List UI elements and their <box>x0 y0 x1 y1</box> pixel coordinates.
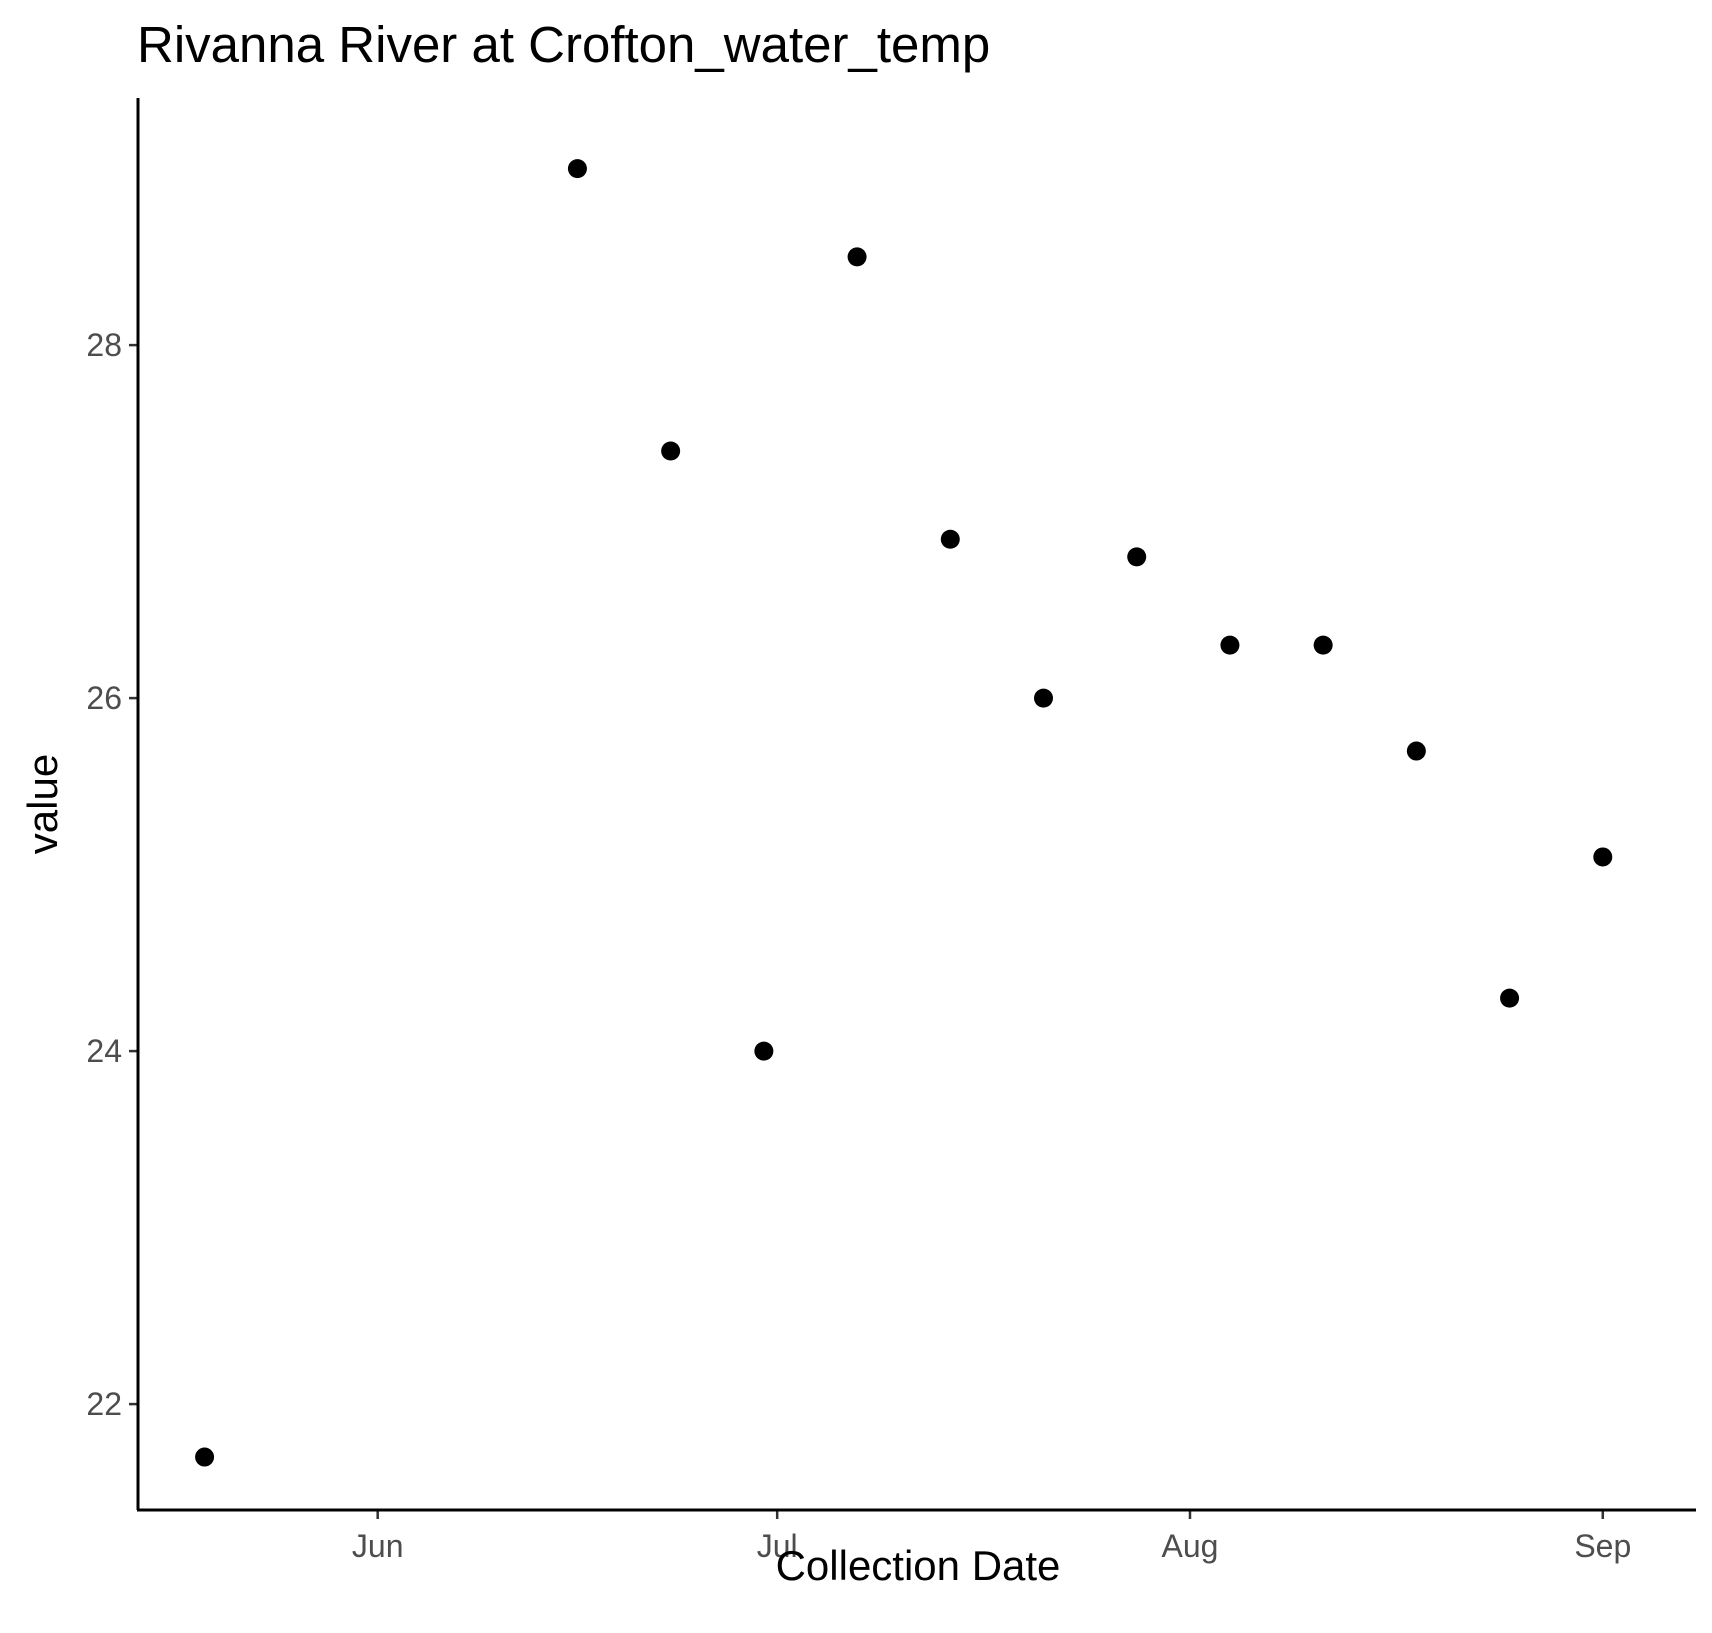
data-point <box>940 529 960 549</box>
data-point <box>567 159 587 179</box>
data-point <box>1406 741 1426 761</box>
y-tick-label: 28 <box>86 327 122 363</box>
data-point <box>847 247 867 267</box>
data-point <box>1500 988 1520 1008</box>
y-tick-label: 24 <box>86 1033 122 1069</box>
x-tick-label: Aug <box>1162 1528 1219 1564</box>
x-tick-label: Jul <box>757 1528 798 1564</box>
data-point <box>661 441 681 461</box>
chart-title: Rivanna River at Crofton_water_temp <box>137 16 990 73</box>
x-tick-label: Sep <box>1574 1528 1631 1564</box>
data-point <box>195 1447 215 1467</box>
y-axis-title: value <box>19 754 66 854</box>
x-axis-ticks: Jun Jul Aug Sep <box>352 1510 1631 1564</box>
data-points <box>195 159 1613 1467</box>
data-point <box>754 1041 774 1061</box>
data-point <box>1313 635 1333 655</box>
data-point <box>1034 688 1054 708</box>
y-axis-ticks: 22 24 26 28 <box>86 327 138 1422</box>
data-point <box>1593 847 1613 867</box>
data-point <box>1127 547 1147 567</box>
y-tick-label: 26 <box>86 680 122 716</box>
data-point <box>1220 635 1240 655</box>
y-tick-label: 22 <box>86 1386 122 1422</box>
x-axis-title: Collection Date <box>776 1542 1061 1589</box>
x-tick-label: Jun <box>352 1528 404 1564</box>
